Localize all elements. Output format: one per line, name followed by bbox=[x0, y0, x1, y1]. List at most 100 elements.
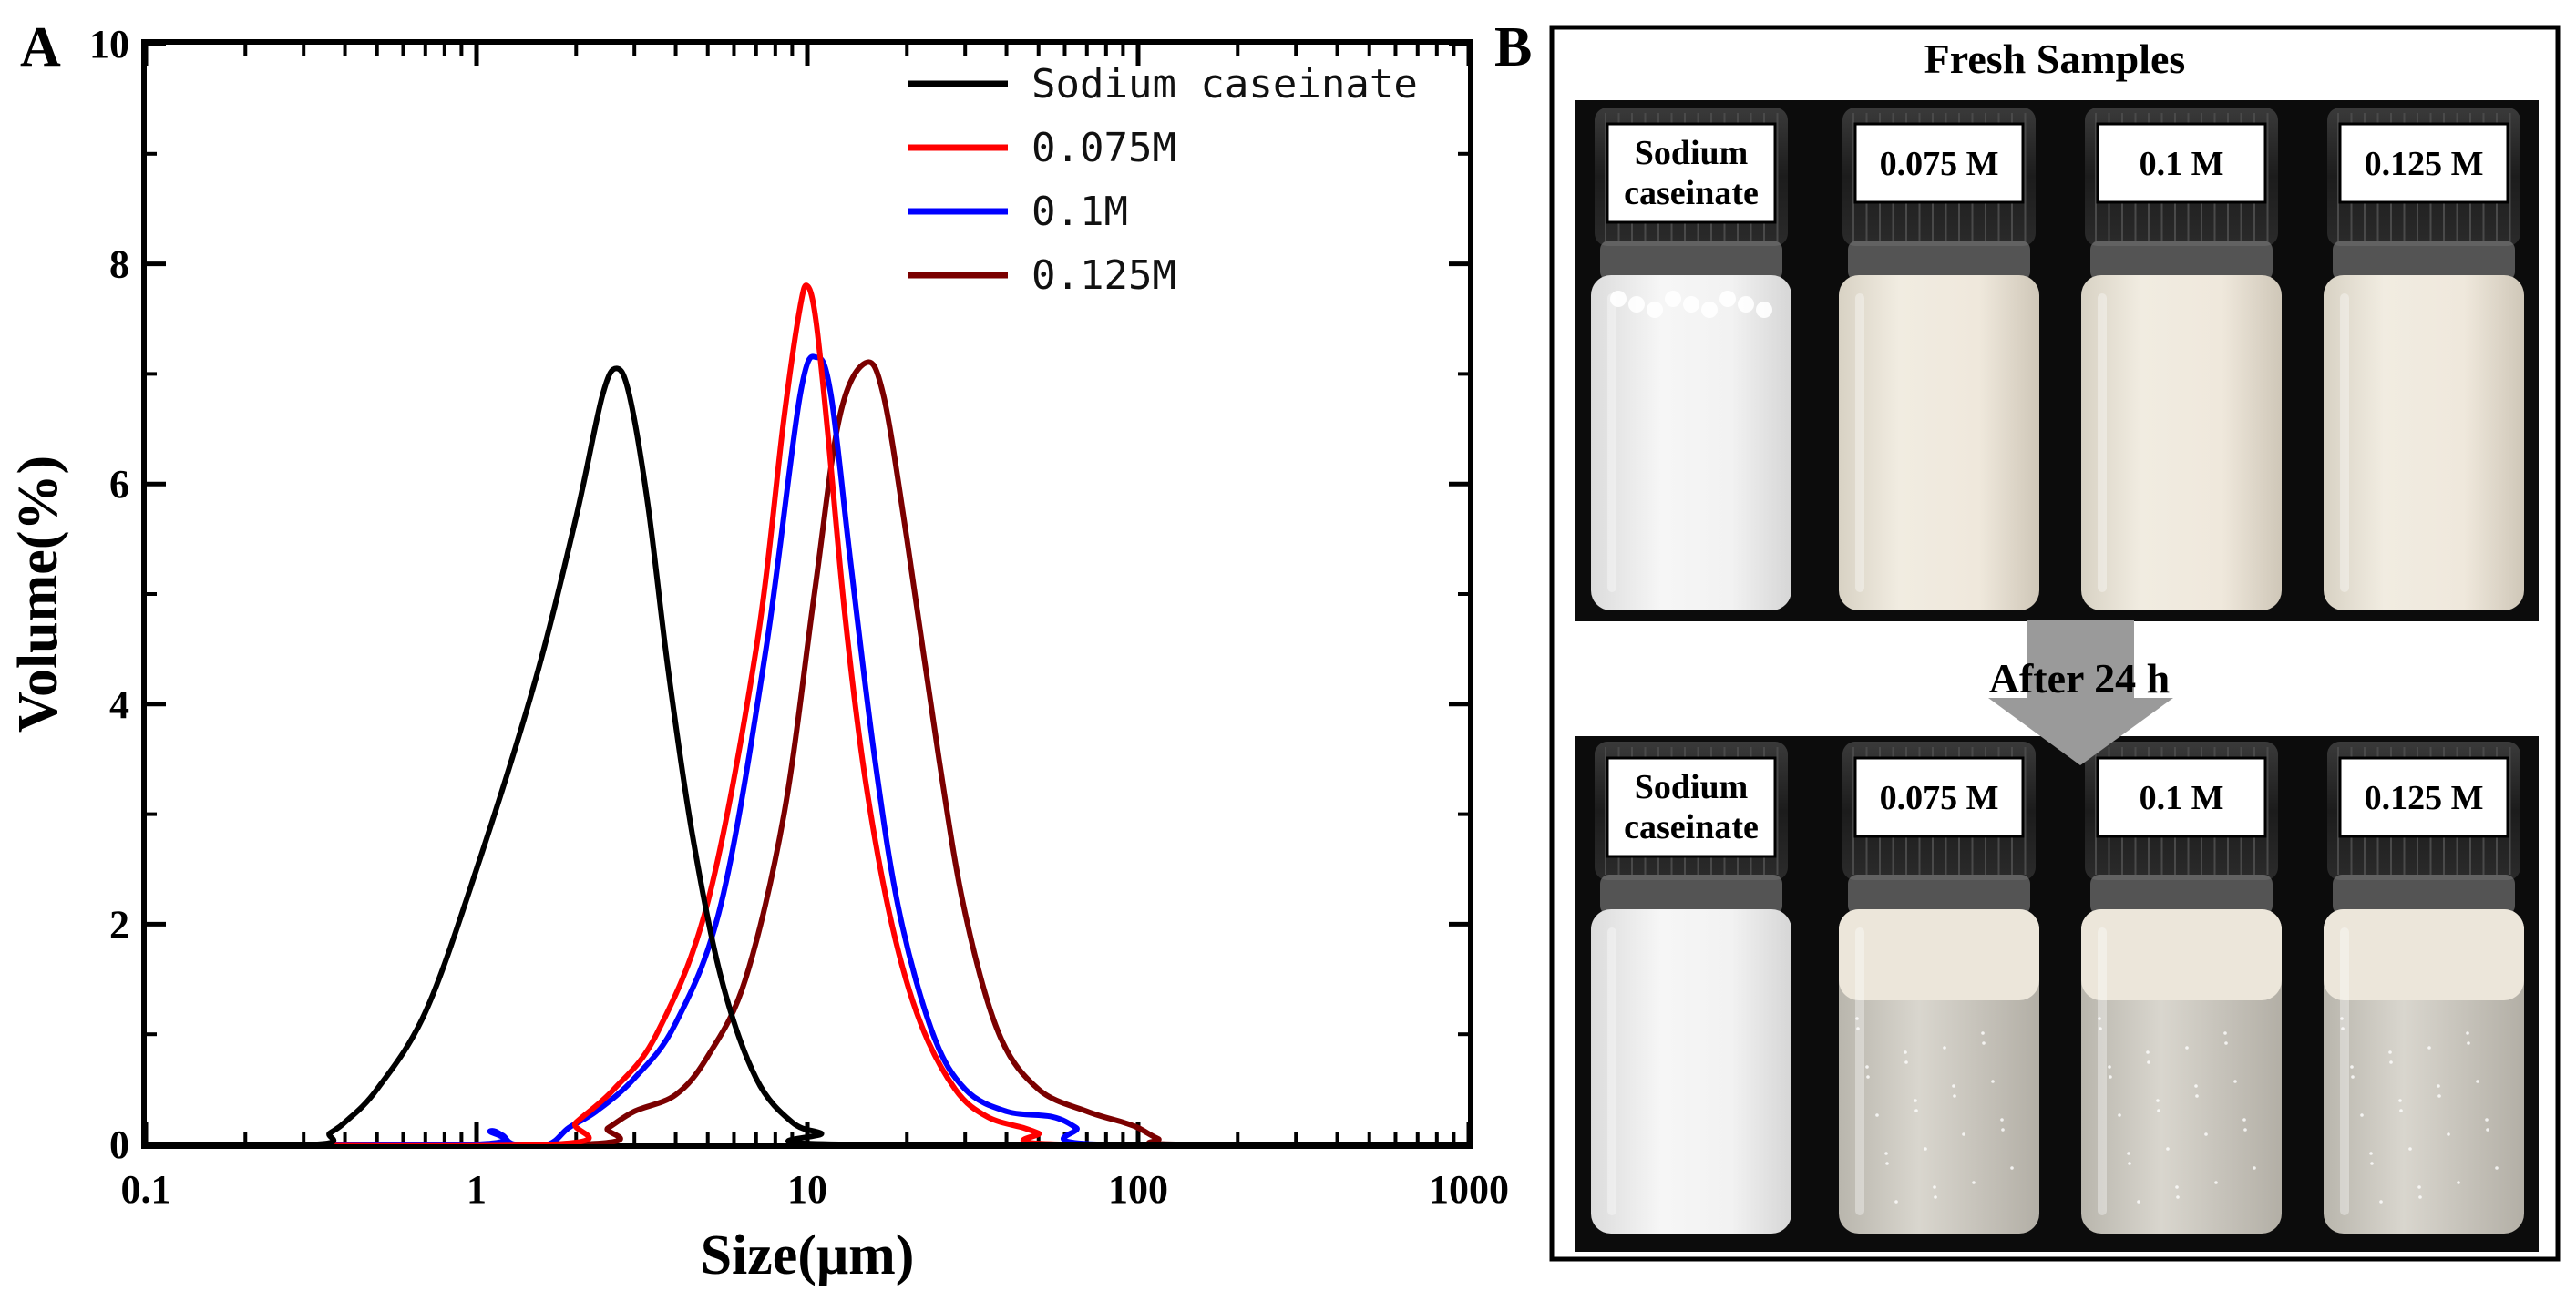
vial-label: Sodium bbox=[1635, 768, 1749, 806]
particle bbox=[1865, 1065, 1869, 1069]
vial-liquid bbox=[1591, 909, 1791, 1234]
vial-label-box bbox=[2338, 756, 2509, 838]
vial-neck bbox=[2333, 241, 2515, 281]
vial-neck bbox=[1848, 875, 2030, 915]
particle bbox=[1972, 1181, 1976, 1184]
x-tick-label: 1 bbox=[467, 1167, 487, 1212]
after-24h-heading: After 24 h bbox=[1989, 655, 2170, 702]
particle bbox=[2379, 1200, 2383, 1204]
vial-label: 0.125 M bbox=[2365, 145, 2484, 183]
particle bbox=[2137, 1200, 2140, 1204]
cream-layer bbox=[2324, 909, 2524, 1000]
particle bbox=[1981, 1031, 1985, 1035]
particle bbox=[1914, 1099, 1917, 1102]
particle bbox=[2253, 1166, 2256, 1170]
fresh-samples-heading: Fresh Samples bbox=[1924, 36, 2186, 82]
x-tick-label: 100 bbox=[1108, 1167, 1168, 1212]
particle bbox=[2485, 1118, 2489, 1122]
particle bbox=[1924, 1147, 1927, 1151]
particle bbox=[2360, 1113, 2364, 1117]
series bbox=[146, 282, 1469, 1144]
legend-label: Sodium caseinate bbox=[1031, 61, 1418, 108]
vial-highlight bbox=[2340, 927, 2349, 1215]
vial-neck bbox=[2090, 875, 2273, 915]
y-tick-label: 2 bbox=[109, 902, 129, 947]
legend-label: 0.075M bbox=[1031, 125, 1176, 171]
particle bbox=[2146, 1050, 2150, 1054]
legend-label: 0.125M bbox=[1031, 252, 1176, 299]
particle bbox=[2001, 1128, 2005, 1132]
vial-liquid bbox=[1591, 275, 1791, 610]
vial-highlight bbox=[1607, 293, 1616, 592]
foam-bubble bbox=[1756, 302, 1772, 318]
particle bbox=[2388, 1050, 2392, 1054]
foam-bubble bbox=[1628, 296, 1645, 313]
particle bbox=[2147, 1060, 2150, 1064]
particle bbox=[2418, 1195, 2422, 1199]
vial: 0.075 M bbox=[1839, 108, 2039, 610]
particle bbox=[1933, 1185, 1936, 1189]
vial-highlight bbox=[2098, 293, 2107, 592]
vial: 0.1 M bbox=[2081, 742, 2282, 1234]
vial-label: caseinate bbox=[1624, 808, 1759, 846]
particle bbox=[2398, 1099, 2402, 1102]
vial-label-box bbox=[1853, 756, 2025, 838]
y-tick-label: 4 bbox=[109, 682, 129, 727]
particle bbox=[2223, 1031, 2227, 1035]
particle bbox=[1885, 1162, 1889, 1165]
particle bbox=[2476, 1080, 2479, 1083]
particle bbox=[2175, 1185, 2179, 1189]
particle bbox=[2350, 1065, 2354, 1069]
foam-bubble bbox=[1647, 302, 1663, 318]
axes: 0.1 1 10 100 1000 0 2 4 6 8 10 bbox=[89, 22, 1509, 1212]
particle bbox=[2389, 1060, 2393, 1064]
particle bbox=[2157, 1109, 2160, 1112]
foam-bubble bbox=[1683, 296, 1699, 313]
particle bbox=[1991, 1080, 1995, 1083]
vial-label: 0.1 M bbox=[2140, 145, 2224, 183]
particle bbox=[2457, 1181, 2460, 1184]
particle bbox=[2224, 1041, 2228, 1045]
vial: 0.125 M bbox=[2324, 742, 2524, 1234]
vial: 0.1 M bbox=[2081, 108, 2282, 610]
series-line-0-075m bbox=[146, 282, 1469, 1144]
foam-bubble bbox=[1719, 291, 1736, 307]
particle bbox=[2437, 1084, 2440, 1088]
vial-highlight bbox=[1855, 927, 1864, 1215]
panel-a-label: A bbox=[20, 16, 61, 78]
foam-bubble bbox=[1610, 291, 1627, 307]
particle bbox=[2341, 1027, 2345, 1030]
particle bbox=[2118, 1113, 2121, 1117]
particle bbox=[2156, 1099, 2160, 1102]
vial-neck bbox=[1600, 875, 1782, 915]
x-tick-label: 0.1 bbox=[121, 1167, 171, 1212]
panel-a: A 0.1 1 10 100 1000 0 2 4 6 8 10 Size(μm) Volume(%… bbox=[7, 16, 1509, 1286]
particle bbox=[1952, 1084, 1955, 1088]
transition-arrow bbox=[1988, 620, 2173, 765]
particle bbox=[2408, 1147, 2412, 1151]
arrow-head bbox=[1988, 698, 2173, 765]
particle bbox=[1934, 1195, 1937, 1199]
y-tick-label: 10 bbox=[89, 22, 129, 67]
x-tick-label: 1000 bbox=[1429, 1167, 1509, 1212]
vial-label-box bbox=[1606, 122, 1777, 224]
y-axis-title: Volume(%) bbox=[7, 456, 69, 733]
particle bbox=[2417, 1185, 2421, 1189]
vial-label: Sodium bbox=[1635, 134, 1749, 172]
x-axis-title: Size(μm) bbox=[701, 1224, 915, 1286]
particle bbox=[2242, 1118, 2246, 1122]
cream-layer bbox=[2081, 909, 2282, 1000]
arrow-shaft bbox=[2027, 620, 2134, 698]
y-tick-label: 0 bbox=[109, 1122, 129, 1167]
particle bbox=[2098, 1017, 2101, 1020]
particle bbox=[2166, 1147, 2170, 1151]
vial-liquid bbox=[1839, 275, 2039, 610]
particle bbox=[2370, 1162, 2374, 1165]
particle bbox=[2340, 1017, 2344, 1020]
particle bbox=[2369, 1152, 2373, 1155]
y-tick-label: 8 bbox=[109, 242, 129, 287]
